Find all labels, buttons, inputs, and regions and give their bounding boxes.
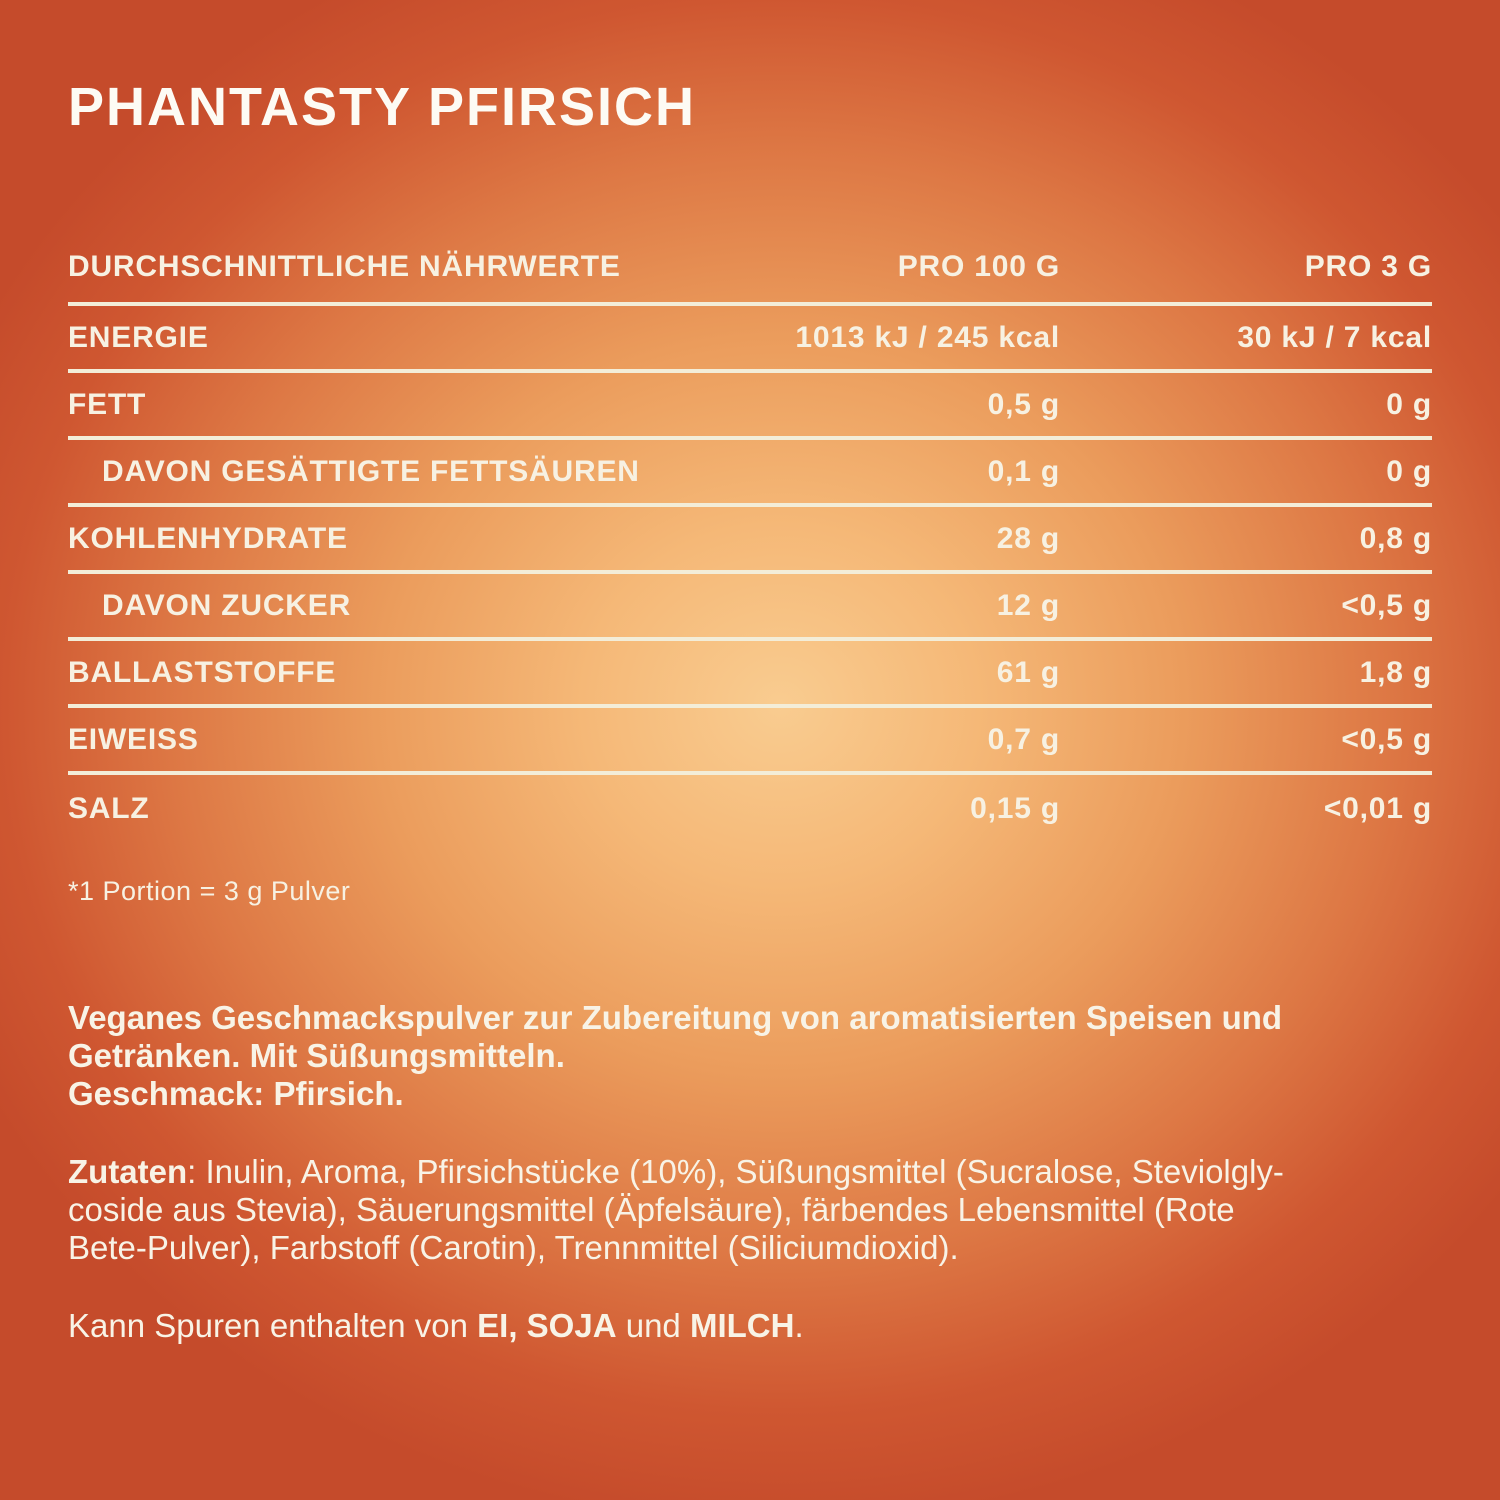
description-line: Geschmack: Pfirsich. bbox=[68, 1075, 404, 1112]
row-value-per-100g: 0,15 g bbox=[970, 791, 1060, 825]
table-row-energie: ENERGIE 1013 kJ / 245 kcal 30 kJ / 7 kca… bbox=[68, 306, 1432, 373]
table-row-fett: FETT 0,5 g 0 g bbox=[68, 373, 1432, 440]
row-label: SALZ bbox=[68, 791, 150, 825]
allergen-ei-soja: EI, SOJA bbox=[477, 1307, 617, 1344]
description-paragraph: Veganes Geschmackspulver zur Zubereitung… bbox=[68, 999, 1432, 1113]
allergen-text: Kann Spuren enthalten von bbox=[68, 1307, 478, 1344]
ingredients-line: coside aus Stevia), Säuerungsmittel (Äpf… bbox=[68, 1191, 1235, 1228]
ingredients-text: : Inulin, Aroma, Pfirsichstücke (10%), S… bbox=[187, 1153, 1284, 1190]
ingredients-label: Zutaten bbox=[68, 1153, 188, 1190]
table-header-per-3g: PRO 3 G bbox=[1304, 250, 1432, 283]
description-line: Veganes Geschmackspulver zur Zubereitung… bbox=[68, 999, 1283, 1036]
portion-footnote: *1 Portion = 3 g Pulver bbox=[68, 876, 351, 906]
row-value-per-3g: <0,5 g bbox=[1341, 588, 1432, 622]
allergen-notice: Kann Spuren enthalten von EI, SOJA und M… bbox=[68, 1307, 1432, 1345]
row-label: DAVON GESÄTTIGTE FETTSÄUREN bbox=[102, 454, 640, 488]
table-row-ballaststoffe: BALLASTSTOFFE 61 g 1,8 g bbox=[68, 641, 1432, 708]
row-value-per-100g: 28 g bbox=[996, 521, 1060, 555]
product-title: PHANTASTY PFIRSICH bbox=[68, 77, 697, 137]
row-value-per-3g: <0,5 g bbox=[1341, 722, 1432, 756]
table-header-per-100g: PRO 100 G bbox=[897, 250, 1060, 283]
nutrition-table: DURCHSCHNITTLICHE NÄHRWERTE PRO 100 G PR… bbox=[68, 250, 1432, 842]
row-value-per-100g: 12 g bbox=[996, 588, 1060, 622]
product-description-section: Veganes Geschmackspulver zur Zubereitung… bbox=[68, 999, 1432, 1345]
row-value-per-100g: 61 g bbox=[996, 655, 1060, 689]
table-row-salz: SALZ 0,15 g <0,01 g bbox=[68, 775, 1432, 842]
table-row-gesaettigte-fettsaeuren: DAVON GESÄTTIGTE FETTSÄUREN 0,1 g 0 g bbox=[68, 440, 1432, 507]
table-row-zucker: DAVON ZUCKER 12 g <0,5 g bbox=[68, 574, 1432, 641]
row-label: KOHLENHYDRATE bbox=[68, 521, 348, 555]
row-label: FETT bbox=[68, 387, 147, 421]
table-header-nutrients: DURCHSCHNITTLICHE NÄHRWERTE bbox=[68, 250, 621, 283]
ingredients-line: Zutaten: Inulin, Aroma, Pfirsichstücke (… bbox=[68, 1153, 1432, 1191]
row-label: ENERGIE bbox=[68, 320, 209, 354]
row-label: BALLASTSTOFFE bbox=[68, 655, 337, 689]
row-value-per-3g: 1,8 g bbox=[1359, 655, 1432, 689]
row-value-per-3g: 30 kJ / 7 kcal bbox=[1237, 320, 1432, 354]
row-value-per-3g: 0 g bbox=[1386, 454, 1432, 488]
ingredients-paragraph: Zutaten: Inulin, Aroma, Pfirsichstücke (… bbox=[68, 1153, 1432, 1267]
row-value-per-100g: 0,5 g bbox=[987, 387, 1060, 421]
row-value-per-100g: 1013 kJ / 245 kcal bbox=[795, 320, 1060, 354]
description-line: Getränken. Mit Süßungsmitteln. bbox=[68, 1037, 565, 1074]
row-value-per-3g: 0,8 g bbox=[1359, 521, 1432, 555]
ingredients-line: Bete-Pulver), Farbstoff (Carotin), Trenn… bbox=[68, 1229, 959, 1266]
row-label: EIWEISS bbox=[68, 722, 199, 756]
table-header-row: DURCHSCHNITTLICHE NÄHRWERTE PRO 100 G PR… bbox=[68, 250, 1432, 306]
row-value-per-3g: <0,01 g bbox=[1323, 791, 1432, 825]
row-label: DAVON ZUCKER bbox=[102, 588, 352, 622]
allergen-milch: MILCH bbox=[689, 1307, 795, 1344]
allergen-text: und bbox=[616, 1307, 690, 1344]
row-value-per-100g: 0,7 g bbox=[987, 722, 1060, 756]
table-row-kohlenhydrate: KOHLENHYDRATE 28 g 0,8 g bbox=[68, 507, 1432, 574]
row-value-per-100g: 0,1 g bbox=[987, 454, 1060, 488]
allergen-text: . bbox=[794, 1307, 804, 1344]
row-value-per-3g: 0 g bbox=[1386, 387, 1432, 421]
table-row-eiweiss: EIWEISS 0,7 g <0,5 g bbox=[68, 708, 1432, 775]
